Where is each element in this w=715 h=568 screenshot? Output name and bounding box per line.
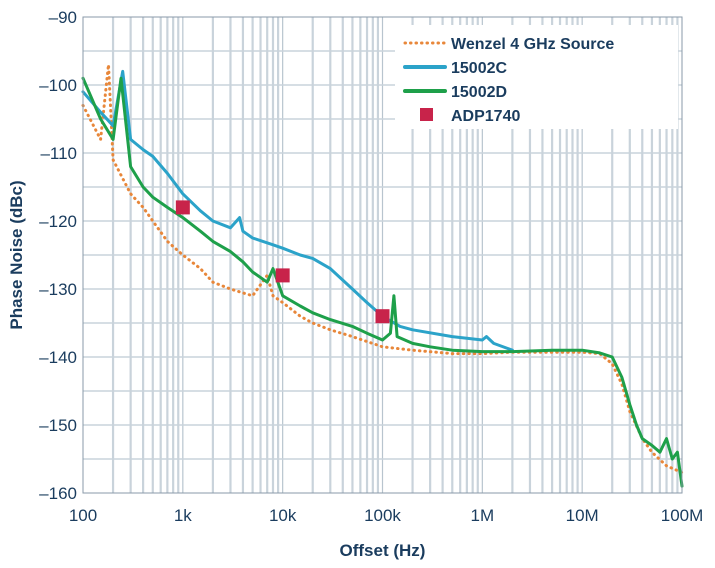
y-tick-label: –90 (49, 8, 77, 27)
y-tick-label: –150 (39, 416, 77, 435)
x-tick-label: 100M (661, 506, 704, 525)
series-adp1740-marker (375, 309, 390, 324)
y-tick-labels: –90 –100 –110 –120 –130 –140 –150 –160 (39, 8, 77, 503)
y-tick-label: –120 (39, 212, 77, 231)
x-axis-label: Offset (Hz) (340, 541, 426, 560)
legend: Wenzel 4 GHz Source 15002C 15002D ADP1740 (395, 25, 678, 129)
legend-label-15002d: 15002D (451, 84, 507, 101)
y-tick-label: –110 (40, 144, 77, 163)
x-tick-label: 100 (69, 506, 97, 525)
y-tick-label: –100 (39, 76, 77, 95)
grid-lines (83, 17, 682, 493)
series-adp1740-marker (275, 268, 290, 283)
x-tick-label: 1M (471, 506, 495, 525)
legend-label-adp1740: ADP1740 (451, 108, 520, 125)
legend-swatch-adp1740 (420, 108, 433, 121)
series-15002d-line (81, 76, 684, 488)
legend-label-wenzel-4-ghz-source: Wenzel 4 GHz Source (451, 36, 614, 53)
series-adp1740-marker (175, 200, 190, 215)
legend-label-15002c: 15002C (451, 60, 507, 77)
series-layer (81, 63, 684, 488)
x-tick-label: 10k (269, 506, 297, 525)
x-tick-label: 1k (174, 506, 192, 525)
series-wenzel-4-ghz-source-line (81, 63, 684, 475)
y-tick-label: –160 (39, 484, 77, 503)
y-axis-label: Phase Noise (dBc) (7, 180, 26, 329)
x-tick-labels: 100 1k 10k 100k 1M 10M 100M (69, 506, 703, 525)
y-tick-label: –130 (39, 280, 77, 299)
plot-frame (82, 16, 683, 494)
series-15002c-line (81, 69, 514, 352)
x-tick-label: 10M (566, 506, 599, 525)
y-tick-label: –140 (39, 348, 77, 367)
x-tick-label: 100k (364, 506, 401, 525)
